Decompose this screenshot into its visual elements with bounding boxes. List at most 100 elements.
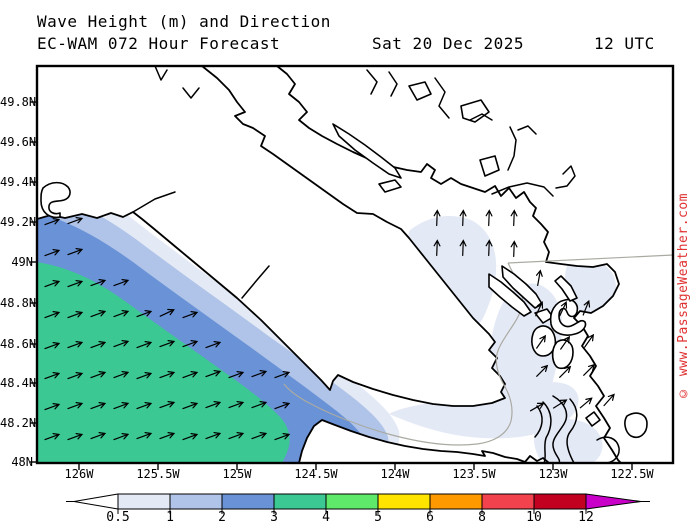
wave-arrow (67, 280, 84, 288)
wave-arrow (67, 402, 84, 410)
valid-date: Sat 20 Dec 2025 (372, 34, 524, 53)
san-juan-island (531, 325, 557, 357)
wave-arrow (90, 310, 107, 318)
lat-label: 48.2N (0, 416, 37, 430)
wave-direction-arrows (44, 209, 615, 441)
wave-arrow (510, 240, 518, 258)
lon-label: 125.5W (136, 467, 180, 481)
wave-arrow (44, 249, 61, 257)
wave-arrow (67, 217, 84, 225)
wave-arrow (90, 279, 107, 287)
fjord-line-1 (366, 69, 398, 97)
scale-value: 12 (578, 510, 594, 525)
wave-arrow (510, 209, 518, 227)
scale-outline (117, 493, 587, 510)
border-maritime (283, 262, 524, 446)
wave-arrow (228, 432, 245, 440)
lat-label: 49.2N (0, 215, 37, 229)
scale-segment (221, 493, 275, 510)
wave-arrow (67, 433, 84, 441)
texada-island (332, 123, 402, 179)
wave-arrow (182, 371, 199, 379)
lat-label: 49N (11, 255, 33, 269)
gulf-island-inner (501, 265, 543, 309)
scale-value: 6 (426, 510, 434, 525)
scale-value: 0.5 (106, 510, 130, 525)
lon-label: 123.5W (452, 467, 496, 481)
wave-arrow (553, 399, 568, 409)
inlet-alberni (241, 265, 270, 299)
scale-segment (117, 493, 171, 510)
wave-arrow (536, 334, 547, 349)
wave-arrow (205, 370, 222, 378)
gulf-island-outer (488, 273, 532, 317)
border-49th-parallel (507, 254, 673, 264)
vancouver-island-coast (37, 66, 506, 407)
valid-time: 12 UTC (594, 34, 655, 53)
shade-bellingham-bay (565, 260, 616, 313)
band-3-4m (37, 262, 290, 463)
wave-arrow (485, 209, 493, 227)
wave-arrow (274, 402, 291, 410)
wave-arrow (113, 340, 130, 348)
fjord-line-2 (434, 77, 450, 119)
lat-label: 49.6N (0, 135, 37, 149)
wave-arrow (136, 341, 153, 349)
wave-arrow (90, 402, 107, 410)
lat-label: 48.6N (0, 337, 37, 351)
model-forecast-label: EC-WAM 072 Hour Forecast (37, 34, 281, 53)
scale-value: 2 (218, 510, 226, 525)
lopez-island (551, 339, 574, 370)
wave-arrow (251, 370, 268, 378)
wave-arrow (159, 340, 176, 348)
wave-arrow (113, 279, 130, 287)
wave-arrow (228, 401, 245, 409)
scale-segment (533, 493, 587, 510)
wave-arrow (67, 248, 84, 256)
wave-arrow (159, 401, 176, 409)
wave-arrow (113, 371, 130, 379)
fjord-line-3 (469, 113, 493, 121)
wave-arrow (274, 371, 291, 379)
wave-arrow (433, 239, 441, 257)
wave-arrow (136, 402, 153, 410)
scale-value: 8 (478, 510, 486, 525)
wave-arrow (274, 433, 291, 441)
wave-arrow (459, 239, 467, 257)
wave-arrow (44, 218, 61, 226)
wave-arrow (44, 311, 61, 319)
lon-label: 126W (64, 467, 94, 481)
fjord-island-1 (408, 81, 432, 101)
scale-segment (169, 493, 223, 510)
latitude-ticks (30, 101, 37, 463)
camano-shore (596, 436, 620, 463)
wave-arrow (433, 209, 441, 227)
wave-arrow (44, 372, 61, 380)
wave-arrow (90, 341, 107, 349)
page-title: Wave Height (m) and Direction (37, 12, 331, 31)
wave-arrow (228, 371, 245, 379)
wave-arrow (136, 372, 153, 380)
wave-arrow (113, 310, 130, 318)
scale-segment (377, 493, 431, 510)
longitude-ticks (78, 463, 633, 470)
wave-arrow (136, 310, 153, 318)
watermark-credit: © www.PassageWeather.com (676, 192, 691, 400)
wave-arrow (536, 269, 543, 286)
map-frame (35, 64, 675, 465)
map-layers (37, 66, 673, 463)
lat-label: 49.4N (0, 175, 37, 189)
indian-arm-lines (507, 125, 537, 171)
wave-arrow (67, 372, 84, 380)
wave-arrow (67, 311, 84, 319)
wave-arrow (529, 402, 545, 412)
lon-label: 124.5W (294, 467, 338, 481)
wave-arrow (560, 335, 571, 350)
scale-over-arrow (585, 493, 642, 510)
lat-label: 48.4N (0, 376, 37, 390)
hat-island (585, 411, 601, 427)
wave-arrow (159, 308, 175, 317)
wave-arrow (67, 341, 84, 349)
wave-arrow (205, 341, 222, 349)
shade-admiralty (533, 418, 603, 463)
